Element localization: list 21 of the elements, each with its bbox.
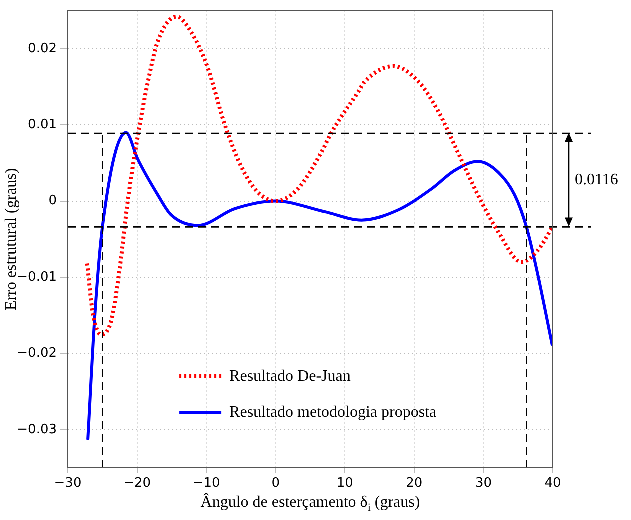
y-tick-label: 0.01	[28, 117, 57, 132]
y-tick-label: −0.02	[17, 346, 57, 362]
y-tick-label: 0.02	[28, 41, 57, 56]
x-axis-title: Ângulo de esterçamento δ$_{i}$ (graus)	[200, 494, 422, 514]
y-axis-title: Erro estrutural (graus)	[2, 168, 20, 310]
legend-label: Resultado metodologia proposta	[230, 404, 437, 421]
line-series	[86, 131, 553, 441]
y-tick-label: −0.01	[17, 270, 57, 285]
y-tick-label: 0	[48, 194, 57, 209]
x-tick-label: 40	[544, 476, 562, 492]
x-tick-label: 30	[475, 476, 492, 492]
x-tick-label: 10	[336, 476, 354, 492]
line-series	[85, 14, 553, 337]
x-tick-label: −30	[54, 476, 82, 492]
x-tick-label: 20	[406, 476, 423, 492]
text: 0.0116	[575, 172, 618, 189]
x-tick-label: −10	[192, 476, 220, 492]
y-tick-label: −0.03	[17, 422, 57, 438]
legend-label: Resultado De-Juan	[230, 368, 351, 385]
x-tick-label: −20	[124, 476, 152, 492]
x-tick-label: 0	[272, 476, 280, 492]
